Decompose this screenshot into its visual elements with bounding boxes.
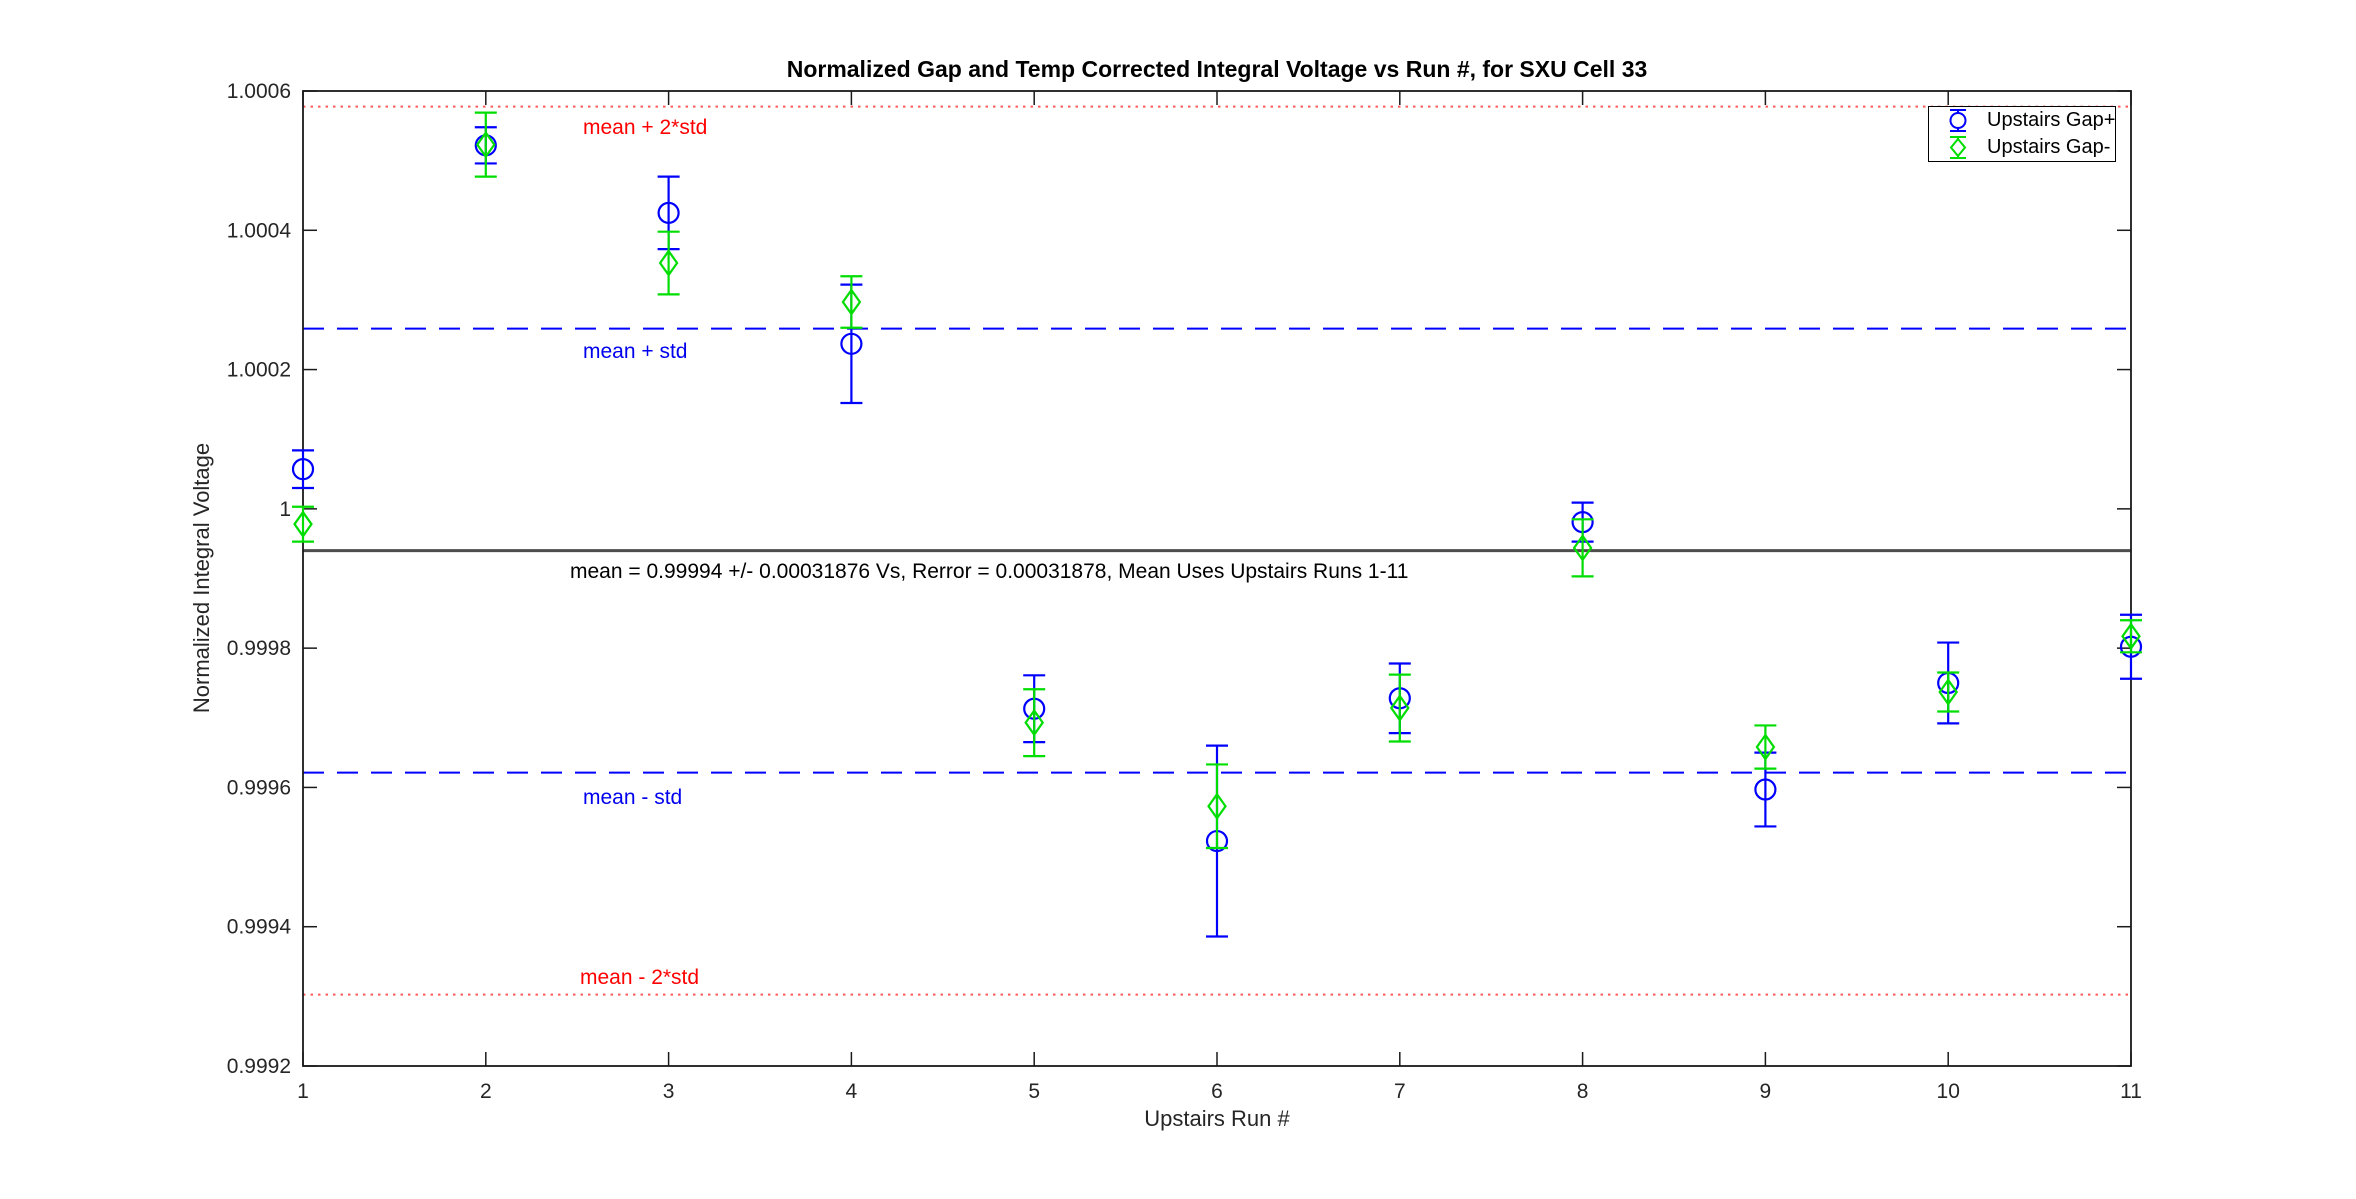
x-tick-label: 6 — [1211, 1080, 1223, 1103]
y-tick-label: 0.9994 — [227, 916, 292, 939]
data-point-circle — [291, 458, 315, 481]
series-gap-minus — [292, 111, 2142, 850]
legend-entry-gap-plus: Upstairs Gap+ — [1929, 107, 2115, 134]
y-axis-label: Normalized Integral Voltage — [189, 442, 214, 714]
errorbar-diamond-icon — [1949, 136, 1967, 159]
x-tick-label: 10 — [1937, 1080, 1960, 1103]
mean-minus-std-label: mean - std — [583, 786, 683, 809]
chart-title: Normalized Gap and Temp Corrected Integr… — [786, 56, 1648, 82]
x-tick-label: 1 — [297, 1080, 309, 1103]
x-tick-label: 2 — [480, 1080, 492, 1103]
data-point-circle — [840, 332, 863, 355]
data-point-diamond — [841, 288, 862, 316]
error-bar — [657, 230, 680, 296]
reference-lines — [303, 105, 2131, 996]
error-bar — [474, 111, 497, 178]
x-tick-label: 3 — [663, 1080, 675, 1103]
errorbar-circle-icon — [1949, 109, 1967, 132]
error-bar — [1571, 518, 1594, 578]
data-point-diamond — [293, 510, 313, 539]
x-axis-label: Upstairs Run # — [1144, 1106, 1290, 1131]
legend: Upstairs Gap+ Upstairs Gap- — [1928, 106, 2116, 162]
x-tick-label: 4 — [846, 1080, 858, 1103]
y-tick-label: 0.9992 — [227, 1055, 291, 1078]
mean-minus-2std-label: mean - 2*std — [580, 966, 700, 989]
x-tick-label: 11 — [2120, 1080, 2142, 1103]
data-point-diamond — [1938, 678, 1959, 706]
legend-label-gap-minus: Upstairs Gap- — [1987, 136, 2111, 158]
legend-entry-gap-minus: Upstairs Gap- — [1929, 134, 2115, 161]
data-point-circle — [657, 201, 680, 224]
data-point-diamond — [658, 249, 679, 277]
mean-plus-2std-label: mean + 2*std — [583, 116, 708, 139]
data-point-diamond — [1755, 733, 1776, 761]
mean-plus-std-label: mean + std — [583, 340, 688, 363]
error-bar — [840, 275, 863, 329]
y-tick-label: 1 — [279, 498, 291, 521]
y-tick-label: 1.0004 — [227, 219, 292, 242]
x-tick-label: 7 — [1394, 1080, 1406, 1103]
y-tick-label: 0.9996 — [227, 776, 291, 799]
error-bar — [1754, 724, 1777, 770]
error-bar — [1206, 763, 1228, 850]
data-point-diamond — [2121, 622, 2141, 651]
data-point-diamond — [1389, 694, 1410, 722]
axis-ticks: 1 2 3 4 5 6 7 8 9 10 11 1.0006 1.0004 1.0002 1 0.9998 0.… — [227, 80, 2142, 1103]
error-bar — [292, 449, 314, 490]
data-point-diamond — [475, 130, 496, 159]
error-bar — [1388, 673, 1411, 743]
data-point-diamond — [1024, 708, 1045, 737]
x-tick-label: 5 — [1028, 1080, 1040, 1103]
x-tick-label: 8 — [1577, 1080, 1589, 1103]
y-tick-label: 1.0002 — [227, 359, 291, 382]
y-tick-label: 1.0006 — [227, 80, 291, 103]
legend-label-gap-plus: Upstairs Gap+ — [1987, 109, 2116, 131]
data-point-diamond — [1207, 792, 1227, 821]
x-tick-label: 9 — [1760, 1080, 1772, 1103]
y-tick-label: 0.9998 — [227, 637, 291, 660]
error-bar — [1023, 688, 1046, 758]
data-point-diamond — [1572, 533, 1593, 562]
data-point-circle — [1754, 778, 1777, 801]
mean-annotation: mean = 0.99994 +/- 0.00031876 Vs, Rerror… — [570, 560, 1409, 583]
